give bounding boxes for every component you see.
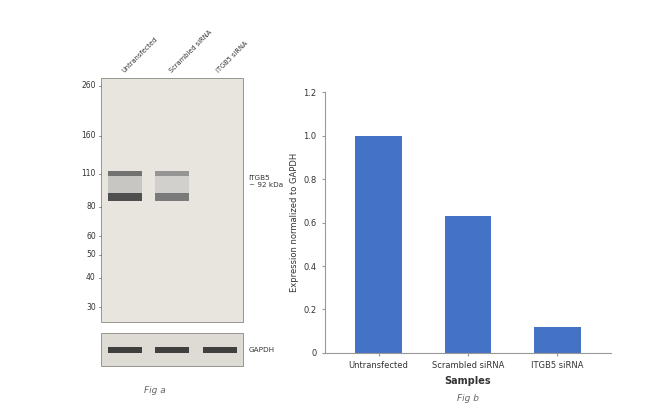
- Bar: [534, 327, 580, 353]
- Bar: [356, 136, 402, 353]
- Text: Fig a: Fig a: [144, 386, 165, 395]
- Bar: [108, 193, 142, 201]
- Text: Scrambled siRNA: Scrambled siRNA: [168, 29, 213, 74]
- Text: ITGB5
~ 92 kDa: ITGB5 ~ 92 kDa: [248, 175, 283, 188]
- Text: 30: 30: [86, 302, 96, 312]
- Bar: [155, 193, 189, 201]
- Text: 260: 260: [81, 81, 96, 90]
- Bar: [155, 171, 189, 201]
- Bar: [108, 171, 142, 176]
- Text: Untransfected: Untransfected: [121, 36, 159, 74]
- Text: ITGB5 siRNA: ITGB5 siRNA: [215, 40, 249, 74]
- Text: 40: 40: [86, 273, 96, 282]
- Bar: [108, 171, 142, 201]
- Y-axis label: Expression normalized to GAPDH: Expression normalized to GAPDH: [291, 153, 299, 292]
- X-axis label: Samples: Samples: [445, 375, 491, 386]
- Text: 60: 60: [86, 231, 96, 241]
- Text: 80: 80: [86, 202, 96, 211]
- Bar: [203, 346, 237, 353]
- Text: 160: 160: [81, 131, 96, 140]
- Bar: [108, 346, 142, 353]
- Bar: [155, 171, 189, 176]
- Bar: [445, 216, 491, 353]
- Text: 50: 50: [86, 250, 96, 259]
- Bar: [101, 78, 243, 322]
- Text: GAPDH: GAPDH: [248, 347, 275, 353]
- Text: 110: 110: [81, 170, 96, 178]
- Bar: [155, 346, 189, 353]
- Text: Fig b: Fig b: [457, 394, 479, 403]
- Bar: [101, 333, 243, 366]
